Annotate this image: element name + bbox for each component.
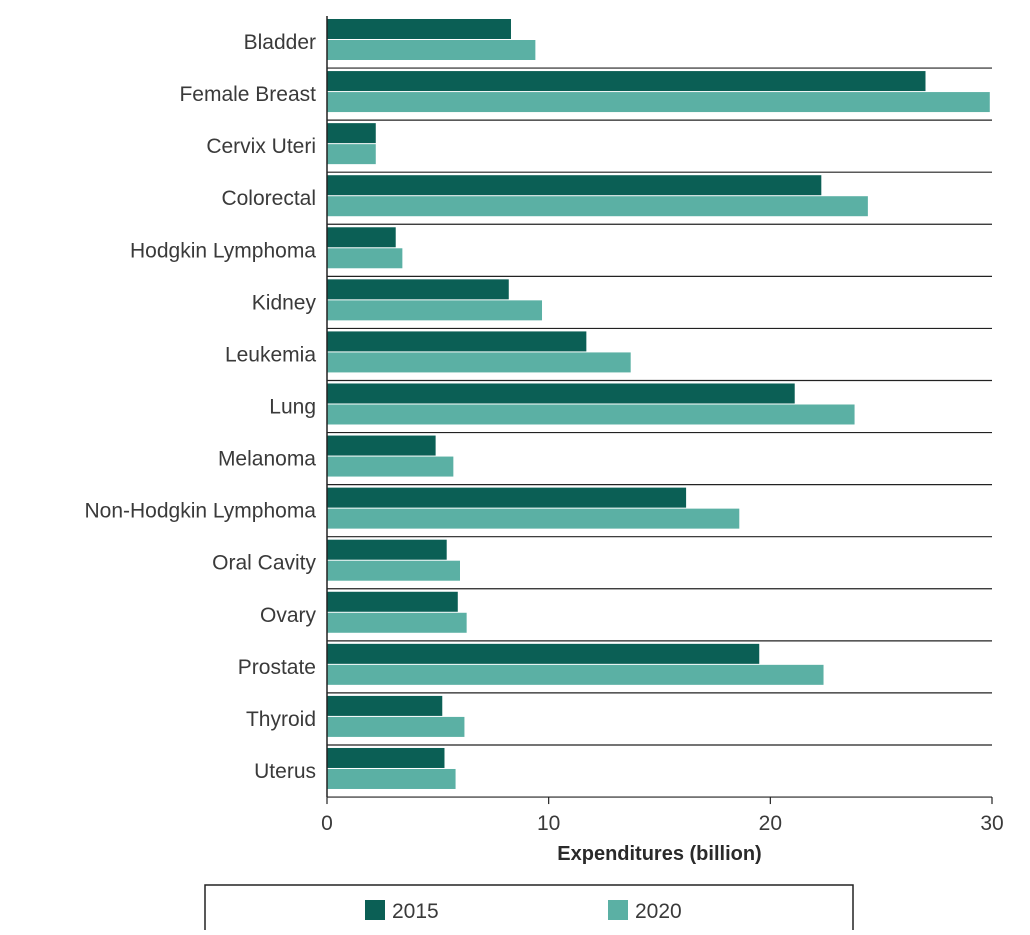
bar-2020-kidney [327,300,543,321]
category-label: Melanoma [218,448,316,471]
legend: 2015 2020 [204,884,854,934]
x-axis: 0 10 20 30 [321,16,1004,835]
bar-2015-melanoma [327,435,436,456]
bar-2020-melanoma [327,456,454,477]
bar-2015-female-breast [327,71,926,92]
category-label: Colorectal [221,187,316,210]
x-tick-label: 20 [759,812,782,835]
bar-2015-uterus [327,747,445,768]
category-label: Kidney [252,291,317,314]
bar-2020-ovary [327,612,467,633]
legend-swatch-2015 [365,900,385,920]
x-tick-label: 10 [537,812,560,835]
legend-label-2015: 2015 [392,900,439,923]
bar-2020-lung [327,404,855,425]
category-label: Leukemia [225,343,316,366]
x-tick-label: 0 [321,812,333,835]
bar-2020-oral-cavity [327,560,460,581]
bar-2015-thyroid [327,695,443,716]
bar-2020-uterus [327,768,456,789]
bar-2020-female-breast [327,92,990,113]
bar-2015-cervix-uteri [327,123,376,144]
bar-2020-leukemia [327,352,631,373]
x-tick-label: 30 [980,812,1003,835]
category-label: Uterus [254,760,316,783]
bars-group [327,19,990,789]
bar-2015-prostate [327,643,760,664]
category-label: Female Breast [179,83,316,106]
bar-2015-hodgkin-lymphoma [327,227,396,248]
category-label: Ovary [260,604,317,627]
legend-box [204,884,854,934]
category-bands [327,67,992,746]
bar-2015-leukemia [327,331,587,352]
bar-2015-oral-cavity [327,539,447,560]
category-labels: Bladder Female Breast Cervix Uteri Colorect… [84,31,316,783]
category-label: Thyroid [246,708,316,731]
bar-2015-kidney [327,279,509,300]
bar-2015-lung [327,383,795,404]
bar-2020-hodgkin-lymphoma [327,248,403,269]
category-label: Non-Hodgkin Lymphoma [84,500,316,523]
bar-2015-non-hodgkin-lymphoma [327,487,687,508]
bar-2020-non-hodgkin-lymphoma [327,508,740,529]
bar-2015-bladder [327,19,511,39]
bar-2020-prostate [327,664,824,685]
category-label: Bladder [244,31,316,54]
category-label: Hodgkin Lymphoma [130,239,316,262]
category-label: Oral Cavity [212,552,316,575]
legend-label-2020: 2020 [635,900,682,923]
legend-swatch-2020 [608,900,628,920]
bar-2020-colorectal [327,196,868,217]
bar-2020-bladder [327,40,536,60]
category-label: Prostate [238,656,316,679]
bar-2020-cervix-uteri [327,144,376,165]
bar-2020-thyroid [327,716,465,737]
category-label: Cervix Uteri [206,135,316,158]
category-label: Lung [269,396,316,419]
x-axis-title: Expenditures (billion) [557,843,761,865]
bar-2015-ovary [327,591,458,612]
bar-2015-colorectal [327,175,822,196]
